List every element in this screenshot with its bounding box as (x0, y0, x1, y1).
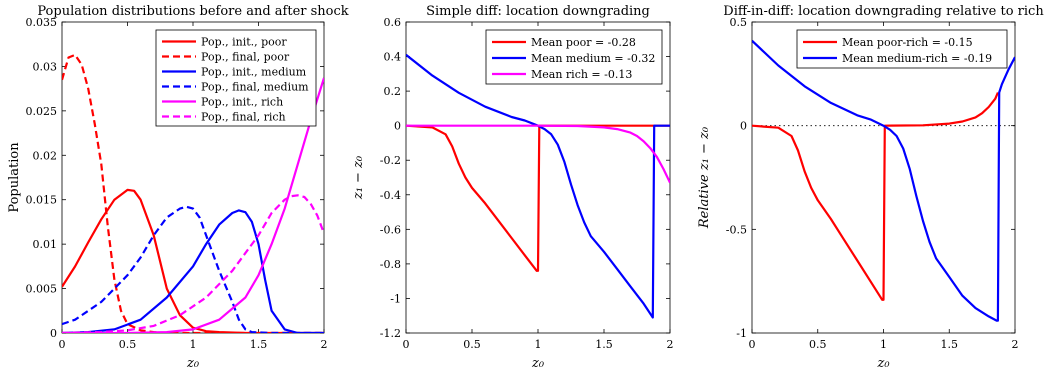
y-tick-label: 0.5 (730, 16, 748, 29)
y-axis-label: z₁ − z₀ (351, 155, 366, 200)
y-tick-label: 0 (394, 120, 401, 133)
legend-entry: Mean poor-rich = -0.15 (842, 36, 973, 49)
x-tick-label: 1 (880, 338, 887, 351)
y-tick-label: 0.03 (33, 60, 58, 73)
series-line-2 (406, 53, 670, 319)
y-tick-label: -0.4 (380, 189, 401, 202)
x-tick-label: 0.5 (119, 338, 137, 351)
x-tick-label: 1.5 (595, 338, 613, 351)
legend-entry: Mean rich = -0.13 (531, 68, 632, 81)
x-tick-label: 1.5 (250, 338, 268, 351)
legend-entry: Pop., init., medium (201, 66, 307, 79)
series-line-3 (406, 124, 670, 184)
series-group (62, 53, 324, 333)
legend-entry: Mean poor = -0.28 (531, 36, 636, 49)
series-line-1 (406, 124, 670, 272)
y-axis-label: Relative z₁ − z₀ (697, 126, 712, 229)
series-group (406, 53, 670, 319)
chart-title: Population distributions before and afte… (37, 4, 348, 19)
y-tick-label: -0.5 (726, 223, 747, 236)
y-tick-label: -1.2 (380, 327, 401, 340)
x-tick-label: 0 (403, 338, 410, 351)
y-tick-label: 0.4 (384, 51, 402, 64)
y-tick-label: 0.02 (33, 149, 58, 162)
chart-panel-2: 0 0.5 1 1.5 2 -1.2 -1 -0.8 -0.6 -0.4 -0.2 0 0.2 0.4 0.… (351, 4, 674, 371)
legend-entry: Pop., final, poor (201, 51, 290, 64)
legend-box (155, 29, 317, 127)
series-line-2 (62, 53, 324, 333)
legend-entry: Pop., init., rich (201, 96, 283, 109)
y-tick-label: -1 (390, 292, 401, 305)
y-tick-label: 0.005 (26, 283, 58, 296)
y-tick-label: 0 (50, 327, 57, 340)
series-line-6 (62, 194, 324, 333)
x-tick-label: 1 (190, 338, 197, 351)
x-tick-label: 1.5 (941, 338, 959, 351)
y-tick-label: -0.8 (380, 258, 401, 271)
chart-title: Simple diff: location downgrading (426, 4, 650, 19)
legend: Mean poor = -0.28 Mean medium = -0.32 Mean… (485, 29, 663, 85)
y-tick-label: 0.01 (33, 238, 58, 251)
legend-entry: Mean medium-rich = -0.19 (842, 52, 992, 65)
legend: Pop., init., poor Pop., final, poor Pop., … (155, 29, 317, 127)
x-axis-label: z₀ (531, 356, 545, 371)
chart-title: Diff-in-diff: location downgrading relat… (723, 4, 1044, 19)
x-tick-label: 0 (59, 338, 66, 351)
y-axis-label: Population (7, 142, 22, 213)
series-line-2 (752, 39, 1015, 322)
legend-entry: Pop., final, medium (201, 81, 309, 94)
y-tick-label: 0.025 (26, 105, 58, 118)
legend-entry: Mean medium = -0.32 (531, 52, 655, 65)
legend-entry: Pop., final, rich (201, 111, 286, 124)
x-tick-label: 0 (749, 338, 756, 351)
x-axis-label: z₀ (186, 356, 200, 371)
y-tick-label: 0.035 (26, 16, 58, 29)
y-tick-label: -0.2 (380, 154, 401, 167)
series-line-1 (752, 92, 999, 301)
series-line-4 (62, 205, 324, 333)
x-tick-label: 0.5 (809, 338, 827, 351)
series-line-1 (62, 188, 324, 333)
y-tick-label: 0.2 (384, 85, 402, 98)
y-tick-label: -0.6 (380, 223, 401, 236)
y-tick-label: 0.015 (26, 194, 58, 207)
legend-entry: Pop., init., poor (201, 36, 287, 49)
legend-box (796, 29, 1008, 69)
x-tick-label: 2 (321, 338, 328, 351)
chart-panel-1: 0 0.5 1 1.5 2 0 0.005 0.01 0.015 0.02 0.025 0.03 0.0… (7, 4, 349, 371)
x-axis-label: z₀ (876, 356, 890, 371)
y-tick-label: -1 (736, 327, 747, 340)
x-tick-label: 0.5 (463, 338, 481, 351)
x-tick-label: 1 (535, 338, 542, 351)
series-line-5 (62, 77, 324, 333)
series-line-3 (62, 209, 324, 333)
y-tick-label: 0 (740, 120, 747, 133)
y-tick-label: 0.6 (384, 16, 402, 29)
x-tick-label: 2 (1012, 338, 1019, 351)
series-group (752, 39, 1015, 322)
legend: Mean poor-rich = -0.15 Mean medium-rich =… (796, 29, 1008, 69)
x-tick-label: 2 (667, 338, 674, 351)
